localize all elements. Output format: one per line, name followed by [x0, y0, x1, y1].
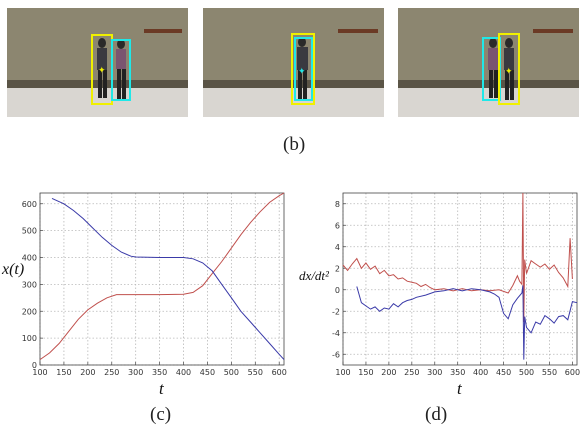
x-tick-label: 300 — [128, 368, 143, 377]
y-tick-label: -2 — [332, 307, 340, 316]
x-tick-label: 100 — [335, 368, 350, 377]
x-tick-label: 250 — [104, 368, 119, 377]
x-tick-label: 550 — [542, 368, 557, 377]
x-tick-label: 200 — [381, 368, 396, 377]
center-marker: ✦ — [505, 67, 513, 77]
x-tick-label: 500 — [519, 368, 534, 377]
x-tick-label: 150 — [358, 368, 373, 377]
y-tick-label: 200 — [22, 307, 37, 316]
chart-x-of-t: 100 150 200 250 300 350 400 450 500 550 6000100200… — [1, 192, 287, 398]
x-tick-label: 150 — [56, 368, 71, 377]
frame-2-scene: ✦ — [203, 8, 384, 117]
plot-frame — [39, 192, 285, 366]
x-tick-label: 550 — [248, 368, 263, 377]
y-tick-label: 8 — [335, 200, 340, 209]
y-tick-label: 500 — [22, 227, 37, 236]
x-tick-label: 350 — [450, 368, 465, 377]
x-axis-label: t — [457, 379, 463, 398]
x-tick-label: 600 — [565, 368, 580, 377]
x-tick-label: 500 — [224, 368, 239, 377]
pedestrian-overlap — [297, 37, 308, 100]
video-frame-3: ✦ — [398, 8, 579, 117]
x-tick-label: 100 — [32, 368, 47, 377]
plot-frame — [342, 192, 578, 366]
x-tick-label: 400 — [473, 368, 488, 377]
x-tick-label: 350 — [152, 368, 167, 377]
tracking-box-cyan — [111, 39, 131, 101]
label-c: (c) — [150, 404, 172, 425]
y-tick-label: 600 — [22, 200, 37, 209]
y-tick-label: 100 — [22, 334, 37, 343]
center-marker: ✦ — [98, 66, 106, 76]
label-b: (b) — [283, 134, 306, 155]
video-frame-2: ✦ — [203, 8, 384, 117]
y-tick-label: 4 — [335, 243, 340, 252]
y-tick-label: 0 — [32, 361, 37, 370]
x-tick-label: 300 — [427, 368, 442, 377]
pedestrian-b — [116, 39, 126, 99]
y-tick-label: 400 — [22, 254, 37, 263]
y-axis-label: x(t) — [1, 261, 24, 278]
tracking-box-cyan — [294, 37, 313, 101]
center-marker: ✦ — [298, 67, 306, 77]
y-tick-label: 6 — [335, 221, 340, 230]
video-frame-1: ✦ — [7, 8, 188, 117]
pedestrian-b — [504, 38, 514, 100]
frame-1-scene: ✦ — [7, 8, 188, 117]
y-tick-label: 0 — [335, 286, 340, 295]
chart-dx-dt2: 100 150 200 250 300 350 400 450 500 550 600 -6 -4 -2 0… — [299, 192, 580, 398]
y-tick-label: 2 — [335, 264, 340, 273]
x-tick-label: 450 — [200, 368, 215, 377]
tracking-box-yellow — [291, 33, 315, 105]
x-tick-label: 200 — [80, 368, 95, 377]
y-tick-label: 300 — [22, 280, 37, 289]
x-tick-label: 600 — [272, 368, 287, 377]
series-line-1 — [39, 192, 285, 361]
label-d: (d) — [425, 404, 448, 425]
y-tick-label: -6 — [332, 350, 340, 359]
pedestrian-a — [488, 38, 498, 98]
y-tick-label: -4 — [332, 329, 340, 338]
frame-3-scene: ✦ — [398, 8, 579, 117]
x-axis-label: t — [159, 379, 165, 398]
x-tick-label: 250 — [404, 368, 419, 377]
x-tick-label: 450 — [496, 368, 511, 377]
tracking-box-yellow — [498, 33, 520, 105]
x-tick-label: 400 — [176, 368, 191, 377]
y-axis-label: dx/dt² — [299, 268, 330, 283]
series-line-2 — [51, 197, 285, 360]
series-line-2 — [356, 285, 578, 360]
pedestrian-a — [97, 38, 107, 98]
